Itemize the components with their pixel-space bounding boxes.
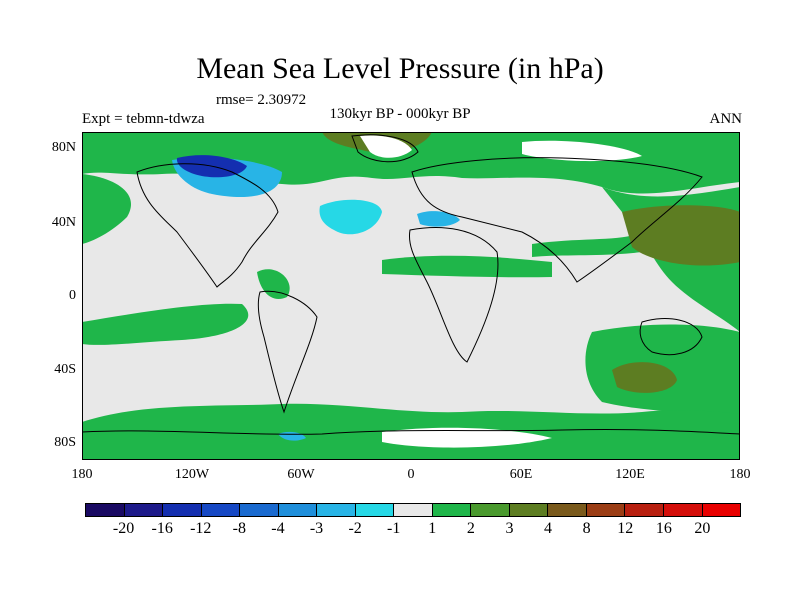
colorbar-swatch <box>86 504 125 516</box>
colorbar-level-label: -4 <box>271 520 285 537</box>
colorbar-level-label: -1 <box>387 520 401 537</box>
colorbar-swatch <box>663 504 703 516</box>
lat-tick-0: 0 <box>69 288 76 303</box>
north-america-coast <box>136 163 279 288</box>
colorbar-level-label: 20 <box>694 520 711 537</box>
mediterranean-low <box>417 211 460 227</box>
colorbar-swatch <box>471 504 510 516</box>
colorbar-swatch <box>509 504 549 516</box>
colorbar-swatch <box>201 504 241 516</box>
tropical-africa-band <box>382 255 552 278</box>
greenland-mask <box>360 135 412 158</box>
colorbar-swatch <box>317 504 356 516</box>
colorbar-swatch <box>702 504 741 516</box>
colorbar-level-label: -20 <box>112 520 135 537</box>
siberia-mask <box>522 140 642 162</box>
colorbar-level-label: -8 <box>232 520 246 537</box>
colorbar-level-label: 3 <box>505 520 514 537</box>
africa-coast <box>408 227 499 363</box>
colorbar-level-label: 12 <box>617 520 634 537</box>
antarctica-coast <box>82 428 740 435</box>
indian-ocean-band <box>532 232 642 257</box>
lat-tick-80n: 80N <box>51 140 76 155</box>
colorbar-level-label: -12 <box>190 520 212 537</box>
colorbar-swatch <box>394 504 433 516</box>
lon-tick-60e: 60E <box>509 467 533 482</box>
colorbar-level-label: 2 <box>466 520 475 537</box>
season-label: ANN <box>709 111 743 127</box>
masked-regions <box>360 135 642 448</box>
colorbar-swatch <box>355 504 395 516</box>
map-title: Mean Sea Level Pressure (in hPa) <box>196 52 604 85</box>
south-indian-high <box>612 362 677 393</box>
lon-tick-180w: 180 <box>71 467 93 482</box>
pressure-anomaly-map <box>82 132 740 460</box>
colorbar <box>85 503 741 517</box>
period-label: 130kyr BP - 000kyr BP <box>329 106 471 122</box>
colorbar-level-label: 1 <box>428 520 437 537</box>
lat-tick-40s: 40S <box>54 362 76 377</box>
colorbar-swatch <box>586 504 626 516</box>
colorbar-swatch <box>124 504 164 516</box>
lat-tick-40n: 40N <box>51 215 76 230</box>
atlantic-low <box>319 199 382 235</box>
map-border <box>82 132 740 460</box>
lon-tick-180e: 180 <box>729 467 751 482</box>
eurasia-coast <box>411 157 703 283</box>
colorbar-level-label: -2 <box>348 520 362 537</box>
colorbar-swatch <box>625 504 664 516</box>
rmse-label: rmse= 2.30972 <box>216 92 307 108</box>
south-pacific-band <box>82 303 249 345</box>
lon-tick-60w: 60W <box>287 467 315 482</box>
coastlines <box>82 134 740 435</box>
greenland-coast <box>351 134 419 163</box>
colorbar-swatch <box>163 504 202 516</box>
north-pacific-west <box>82 174 131 244</box>
lon-tick-120w: 120W <box>174 467 210 482</box>
colorbar-swatch <box>548 504 587 516</box>
north-pacific-high <box>622 205 740 266</box>
antarctica-mask-east <box>382 427 552 448</box>
colorbar-level-label: 8 <box>582 520 591 537</box>
colorbar-swatch <box>240 504 279 516</box>
australia-coast <box>639 318 703 356</box>
colorbar-level-label: -16 <box>151 520 173 537</box>
colorbar-level-label: 16 <box>655 520 672 537</box>
colorbar-level-label: 4 <box>544 520 553 537</box>
lat-tick-80s: 80S <box>54 435 76 450</box>
colorbar-swatch <box>432 504 472 516</box>
colorbar-level-label: -3 <box>309 520 324 537</box>
experiment-label: Expt = tebmn-tdwza <box>82 111 205 127</box>
lon-tick-120e: 120E <box>615 467 645 482</box>
lon-tick-0: 0 <box>407 467 415 482</box>
south-america-coast <box>257 290 318 414</box>
colorbar-swatch <box>278 504 318 516</box>
